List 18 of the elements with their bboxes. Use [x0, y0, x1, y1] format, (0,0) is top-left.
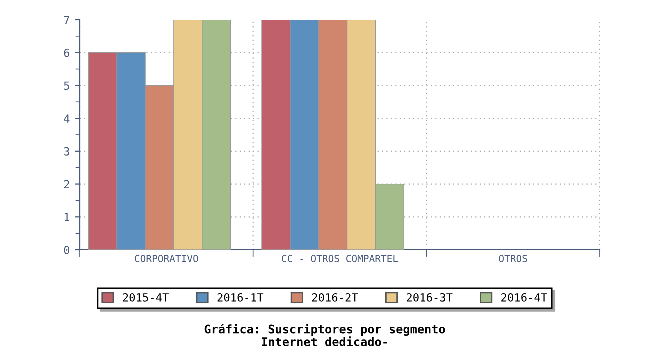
x-tick-label: CC - OTROS COMPARTEL — [282, 255, 398, 262]
x-tick-label: OTROS — [499, 255, 528, 262]
y-tick-label: 4 — [64, 114, 70, 123]
text: Gráfica: Suscriptores por segmento — [204, 324, 446, 336]
legend-label: 2016-4T — [502, 293, 548, 302]
y-tick-label: 0 — [64, 246, 70, 254]
legend-label: 2016-3T — [407, 293, 453, 302]
y-tick-label: 5 — [64, 82, 70, 90]
x-tick-label: CORPORATIVO — [135, 255, 198, 262]
y-tick-label: 1 — [64, 213, 70, 222]
legend-label: 2015-4T — [123, 293, 169, 302]
text: Internet dedicado- — [262, 336, 388, 346]
y-tick-label: 2 — [64, 180, 70, 189]
y-tick-label: 7 — [64, 16, 70, 24]
y-tick-label: 6 — [64, 48, 70, 58]
y-tick-label: 3 — [64, 147, 70, 156]
legend-label: 2016-1T — [218, 293, 264, 302]
legend-label: 2016-2T — [312, 293, 358, 302]
